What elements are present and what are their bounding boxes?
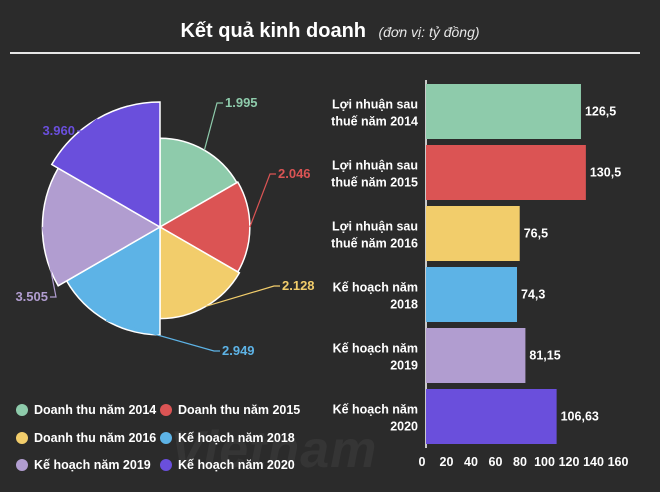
chart-title-bar: Kết quả kinh doanh (đơn vị: tỷ đồng) (0, 20, 660, 43)
legend-label: Kế hoạch năm 2020 (178, 458, 295, 472)
legend-marker (16, 404, 28, 416)
x-tick-label: 60 (489, 455, 503, 469)
pie-slice (41, 167, 162, 287)
bar-category-label: Kế hoạch năm (333, 281, 418, 295)
pie-leader-line (41, 226, 57, 298)
bar-data-label: 76,5 (524, 227, 548, 241)
x-tick-label: 120 (559, 455, 580, 469)
bar-category-label: 2019 (390, 359, 418, 373)
bar-category-label: thuế năm 2015 (331, 176, 418, 190)
pie-slice (159, 225, 241, 320)
bar (426, 206, 520, 261)
pie-leader-line (249, 173, 276, 228)
legend-marker (160, 432, 172, 444)
watermark-logo: Vietnam (170, 421, 378, 479)
x-tick-label: 40 (464, 455, 478, 469)
legend-label: Doanh thu năm 2014 (34, 403, 156, 417)
pie-data-label: 2.046 (278, 166, 311, 181)
pie-leader-line (77, 118, 98, 132)
bar-data-label: 130,5 (590, 166, 621, 180)
legend-marker (16, 432, 28, 444)
bar-category-label: Kế hoạch năm (333, 342, 418, 356)
bar-category-label: thuế năm 2016 (331, 237, 418, 251)
x-tick-label: 20 (440, 455, 454, 469)
bar-category-label: 2020 (390, 420, 418, 434)
pie-leader-line (105, 319, 220, 352)
legend-label: Doanh thu năm 2015 (178, 403, 300, 417)
bar-data-label: 81,15 (529, 349, 560, 363)
x-tick-label: 100 (534, 455, 555, 469)
bar-category-label: Kế hoạch năm (333, 403, 418, 417)
bar-category-label: thuế năm 2014 (331, 115, 418, 129)
legend-label: Doanh thu năm 2016 (34, 431, 156, 445)
bar (426, 84, 581, 139)
bar-data-label: 126,5 (585, 105, 616, 119)
pie-data-label: 2.949 (222, 343, 255, 358)
bar (426, 328, 526, 383)
title-divider (10, 52, 640, 54)
bar-category-label: 2018 (390, 298, 418, 312)
bar-data-label: 106,63 (561, 410, 599, 424)
bar-category-label: Lợi nhuận sau (332, 98, 418, 112)
pie-leader-line (203, 102, 223, 151)
pie-leader-line (205, 285, 280, 307)
legend-marker (160, 404, 172, 416)
pie-data-label: 1.995 (225, 95, 258, 110)
x-tick-label: 0 (419, 455, 426, 469)
bar-category-label: Lợi nhuận sau (332, 220, 418, 234)
bar (426, 267, 518, 322)
x-tick-label: 140 (583, 455, 604, 469)
legend-label: Kế hoạch năm 2019 (34, 458, 151, 472)
x-tick-label: 160 (608, 455, 629, 469)
bar-category-label: Lợi nhuận sau (332, 159, 418, 173)
pie-data-label: 2.128 (282, 278, 315, 293)
bar (426, 145, 586, 200)
pie-data-label: 3.960 (42, 123, 75, 138)
pie-data-label: 3.505 (15, 289, 48, 304)
chart-subtitle: (đơn vị: tỷ đồng) (378, 24, 480, 40)
bar (426, 389, 557, 444)
chart-title: Kết quả kinh doanh (180, 20, 367, 42)
bar-data-label: 74,3 (521, 288, 545, 302)
legend-marker (16, 459, 28, 471)
x-tick-label: 80 (513, 455, 527, 469)
legend-marker (160, 459, 172, 471)
legend-label: Kế hoạch năm 2018 (178, 431, 295, 445)
